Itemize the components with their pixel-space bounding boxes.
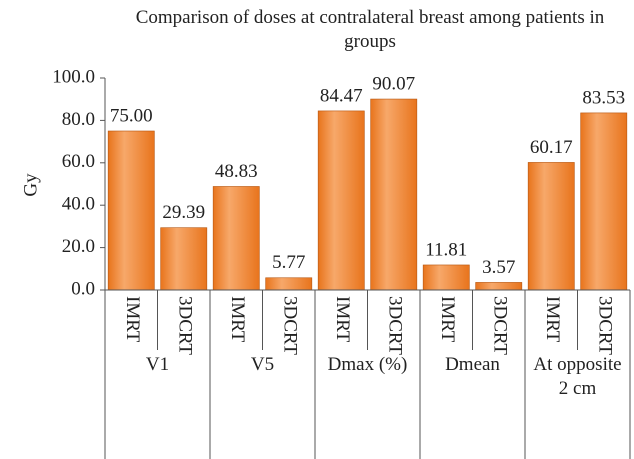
bar xyxy=(107,130,155,291)
value-label: 11.81 xyxy=(425,239,467,260)
value-label: 75.00 xyxy=(110,105,153,126)
y-tick-label: 100.0 xyxy=(52,66,95,87)
x-tick-label: 3DCRT xyxy=(594,296,615,355)
chart-title: Comparison of doses at contralateral bre… xyxy=(135,7,605,52)
bar xyxy=(212,186,260,291)
group-label: At opposite 2 cm xyxy=(533,354,622,399)
group-label: Dmax (%) xyxy=(327,354,408,375)
y-tick-label: 60.0 xyxy=(62,151,95,172)
x-tick-label: IMRT xyxy=(437,296,458,343)
value-label: 3.57 xyxy=(482,257,515,278)
y-tick-label: 80.0 xyxy=(62,109,95,130)
value-label: 83.53 xyxy=(582,87,625,108)
x-tick-label: 3DCRT xyxy=(279,296,300,355)
x-tick-label: IMRT xyxy=(542,296,563,343)
value-label: 29.39 xyxy=(162,202,205,223)
y-axis-label: Gy xyxy=(20,173,41,197)
group-label: V1 xyxy=(145,354,170,375)
bar xyxy=(160,227,208,291)
value-label: 48.83 xyxy=(215,161,258,182)
value-label: 5.77 xyxy=(272,252,305,273)
x-tick-label: IMRT xyxy=(332,296,353,343)
bar xyxy=(265,277,313,291)
x-tick-label: IMRT xyxy=(122,296,143,343)
x-tick-label: 3DCRT xyxy=(384,296,405,355)
group-label: Dmean xyxy=(445,354,500,375)
bar xyxy=(422,264,470,291)
x-tick-label: 3DCRT xyxy=(174,296,195,355)
bar xyxy=(475,282,523,291)
x-tick-label: IMRT xyxy=(227,296,248,343)
bar xyxy=(580,112,628,291)
bar xyxy=(370,98,418,291)
y-tick-label: 20.0 xyxy=(62,236,95,257)
y-tick-label: 40.0 xyxy=(62,194,95,215)
bar xyxy=(527,162,575,291)
group-label: V5 xyxy=(250,354,275,375)
value-label: 60.17 xyxy=(530,137,573,158)
value-label: 84.47 xyxy=(320,85,363,106)
y-tick-label: 0.0 xyxy=(71,278,95,299)
x-tick-label: 3DCRT xyxy=(489,296,510,355)
bar xyxy=(317,110,365,291)
value-label: 90.07 xyxy=(372,73,415,94)
